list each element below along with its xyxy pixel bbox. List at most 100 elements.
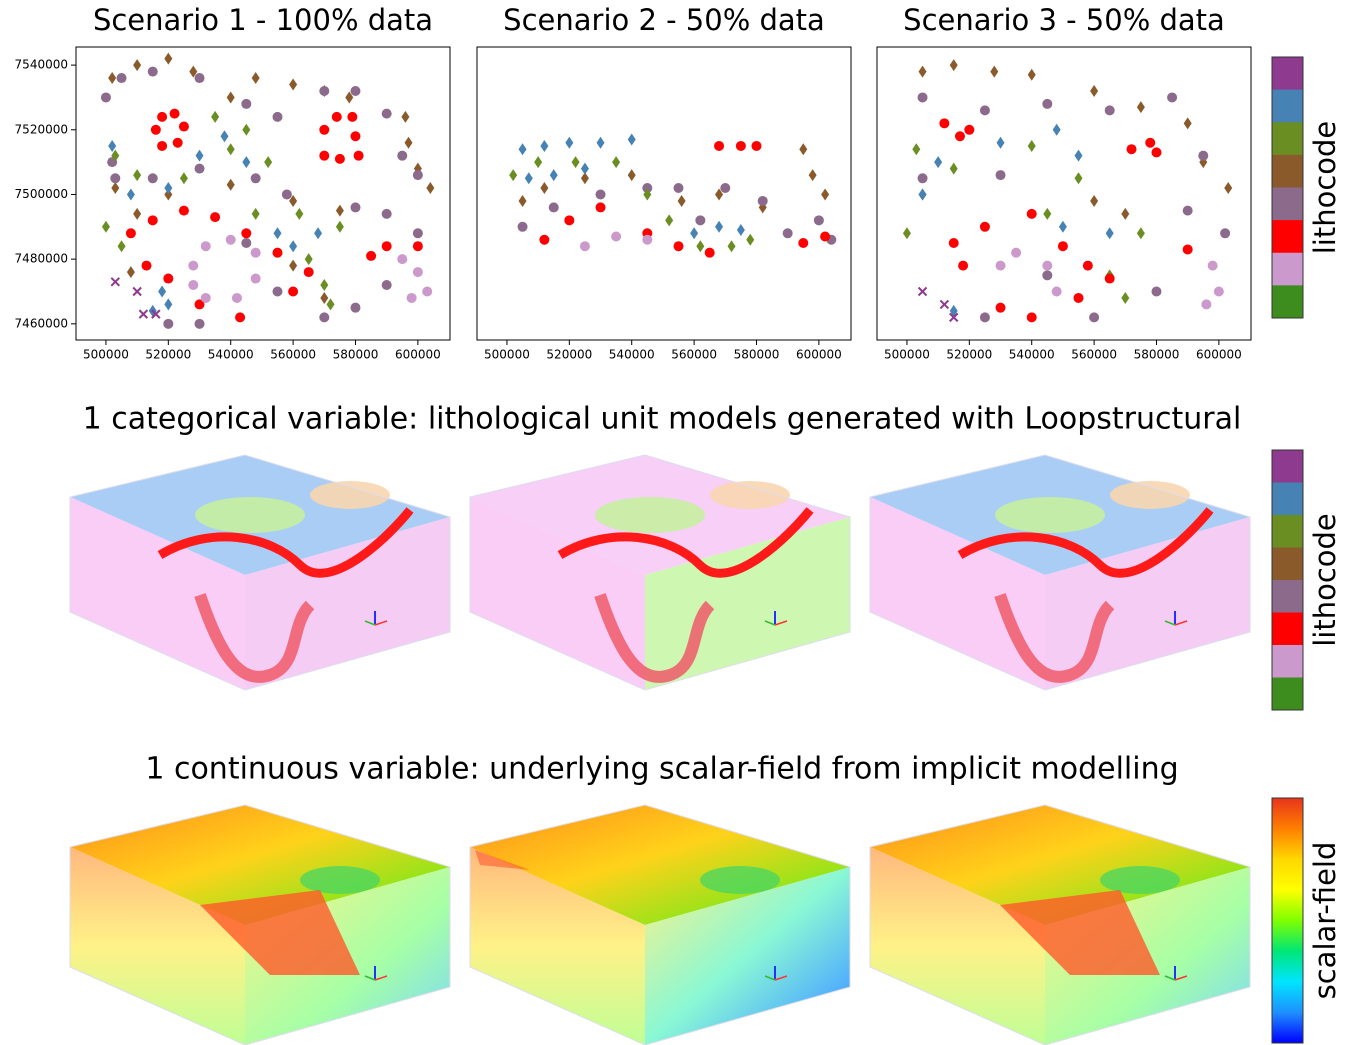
- block-edge: [69, 804, 451, 1045]
- circle-point: [813, 215, 824, 226]
- circle-point: [250, 173, 261, 184]
- block-front: [870, 847, 1045, 1045]
- circle-point: [751, 140, 762, 151]
- diamond-point: [164, 52, 173, 65]
- circle-point: [595, 202, 606, 213]
- colorbar-swatch: [1272, 645, 1303, 678]
- circle-point: [250, 247, 261, 258]
- circle-point: [958, 260, 969, 271]
- colorbar-label: lithocode: [1308, 513, 1342, 647]
- diamond-point: [108, 139, 117, 152]
- circle-point: [319, 312, 330, 323]
- diamond-point: [164, 188, 173, 201]
- axis-glyph: [1174, 975, 1188, 981]
- diamond-point: [320, 279, 329, 292]
- circle-point: [210, 212, 221, 223]
- circle-point: [422, 286, 433, 297]
- block-top: [870, 805, 1250, 925]
- circle-point: [157, 140, 168, 151]
- unit-green: [595, 497, 705, 533]
- diamond-point: [534, 156, 543, 169]
- diamond-point: [1074, 149, 1083, 162]
- diamond-point: [677, 194, 686, 207]
- circle-point: [353, 150, 364, 161]
- circle-point: [188, 260, 199, 271]
- unit-red-side: [994, 593, 1115, 683]
- scalar-low: [700, 866, 780, 894]
- x-point: [917, 286, 928, 297]
- scalar-high: [1000, 890, 1160, 975]
- circle-point: [539, 234, 550, 245]
- diamond-point: [108, 72, 117, 85]
- block-edge: [69, 454, 451, 691]
- circle-point: [1082, 260, 1093, 271]
- diamond-point: [808, 169, 817, 182]
- circle-point: [412, 228, 423, 239]
- circle-point: [194, 318, 205, 329]
- diamond-point: [518, 194, 527, 207]
- circle-point: [331, 111, 342, 122]
- diamond-point: [111, 149, 120, 162]
- x-tick-label: 520000: [145, 348, 191, 362]
- circle-point: [272, 111, 283, 122]
- x-tick-label: 600000: [395, 348, 441, 362]
- diamond-point: [565, 136, 574, 149]
- colorbar-swatch: [1272, 187, 1303, 221]
- diamond-point: [195, 149, 204, 162]
- circle-point: [235, 312, 246, 323]
- diamond-point: [304, 253, 313, 266]
- circle-point: [169, 108, 180, 119]
- x-tick-label: 500000: [83, 348, 129, 362]
- diamond-point: [580, 162, 589, 175]
- circle-point: [1026, 312, 1037, 323]
- circle-point: [704, 247, 715, 258]
- circle-point: [412, 267, 423, 278]
- colorbar-swatch: [1272, 547, 1303, 581]
- x-tick-label: 580000: [333, 348, 379, 362]
- circle-point: [147, 173, 158, 184]
- circle-point: [281, 189, 292, 200]
- diamond-point: [211, 110, 220, 123]
- circle-point: [241, 98, 252, 109]
- circle-point: [954, 131, 965, 142]
- unit-red: [557, 507, 814, 578]
- circle-point: [178, 121, 189, 132]
- colorbar-swatch: [1272, 515, 1303, 548]
- circle-point: [334, 153, 345, 164]
- diamond-point: [426, 182, 435, 195]
- diamond-point: [264, 156, 273, 169]
- unit-peach: [710, 481, 790, 509]
- axis-glyph: [1164, 975, 1176, 981]
- circle-point: [116, 73, 127, 84]
- x-tick-label: 560000: [1071, 348, 1117, 362]
- circle-point: [1151, 147, 1162, 158]
- circle-point: [1051, 286, 1062, 297]
- x-point: [939, 299, 950, 310]
- diamond-point: [226, 143, 235, 156]
- block-front: [870, 497, 1045, 690]
- axis-glyph: [764, 620, 776, 626]
- circle-point: [1057, 241, 1068, 252]
- y-tick-label: 7500000: [15, 187, 68, 201]
- axis-glyph: [764, 975, 776, 981]
- diamond-point: [627, 169, 636, 182]
- block-front: [470, 497, 645, 690]
- diamond-point: [289, 194, 298, 207]
- diamond-point: [949, 304, 958, 317]
- circle-point: [1201, 299, 1212, 310]
- diamond-point: [540, 139, 549, 152]
- diamond-point: [126, 188, 135, 201]
- circle-point: [397, 254, 408, 265]
- block-front: [70, 497, 245, 690]
- chart-title: Scenario 1 - 100% data: [93, 3, 433, 37]
- diamond-point: [289, 78, 298, 91]
- block-front: [470, 847, 645, 1045]
- circle-point: [188, 280, 199, 291]
- circle-point: [381, 208, 392, 219]
- colorbar-frame: [1271, 56, 1304, 319]
- circle-point: [1104, 105, 1115, 116]
- colorbar-frame: [1271, 797, 1304, 1044]
- y-tick-label: 7460000: [15, 316, 68, 330]
- x-point: [132, 286, 142, 297]
- x-point: [138, 309, 149, 319]
